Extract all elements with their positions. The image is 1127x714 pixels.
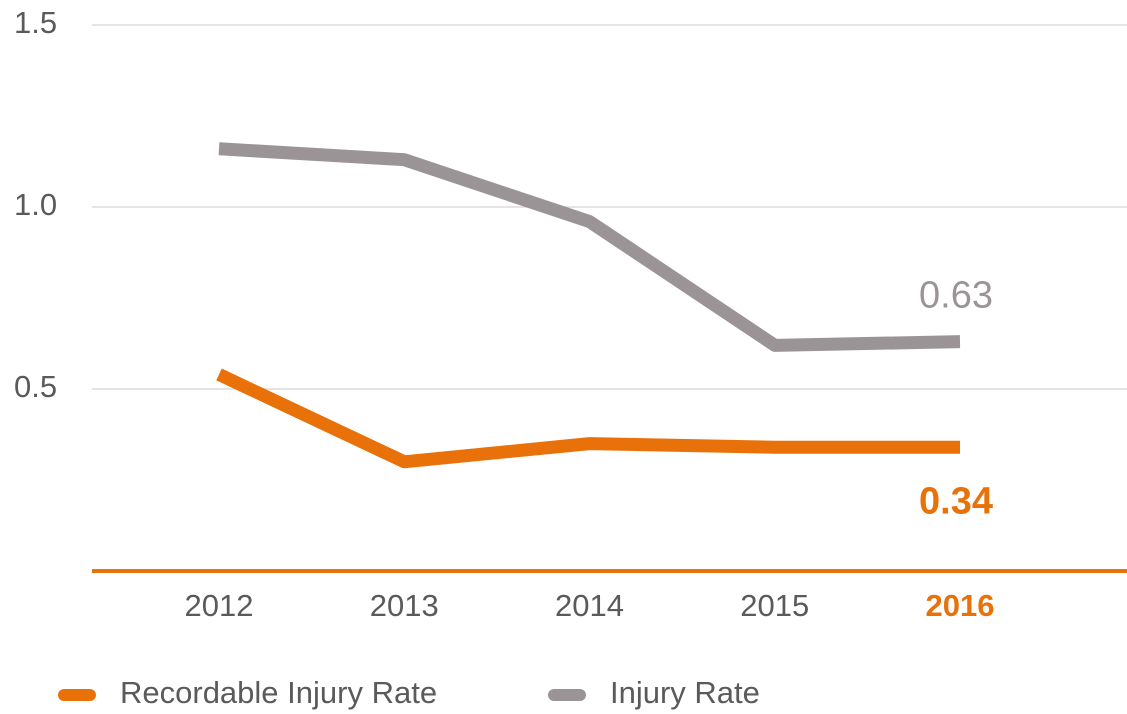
x-tick-label: 2012 bbox=[185, 588, 254, 623]
y-tick-label: 0.5 bbox=[14, 369, 57, 404]
x-tick-label: 2015 bbox=[740, 588, 809, 623]
legend-label: Recordable Injury Rate bbox=[120, 675, 437, 710]
y-tick-label: 1.5 bbox=[14, 5, 57, 40]
legend-swatch bbox=[548, 689, 586, 701]
series-line bbox=[218, 142, 961, 352]
x-tick-label: 2016 bbox=[926, 588, 995, 623]
y-tick-label: 1.0 bbox=[14, 187, 57, 222]
data-label: 0.34 bbox=[919, 480, 993, 522]
legend-swatch bbox=[58, 689, 96, 701]
legend-label: Injury Rate bbox=[610, 675, 760, 710]
x-tick-label: 2013 bbox=[370, 588, 439, 623]
data-label: 0.63 bbox=[919, 275, 993, 317]
x-tick-label: 2014 bbox=[555, 588, 624, 623]
series-line bbox=[216, 368, 960, 469]
